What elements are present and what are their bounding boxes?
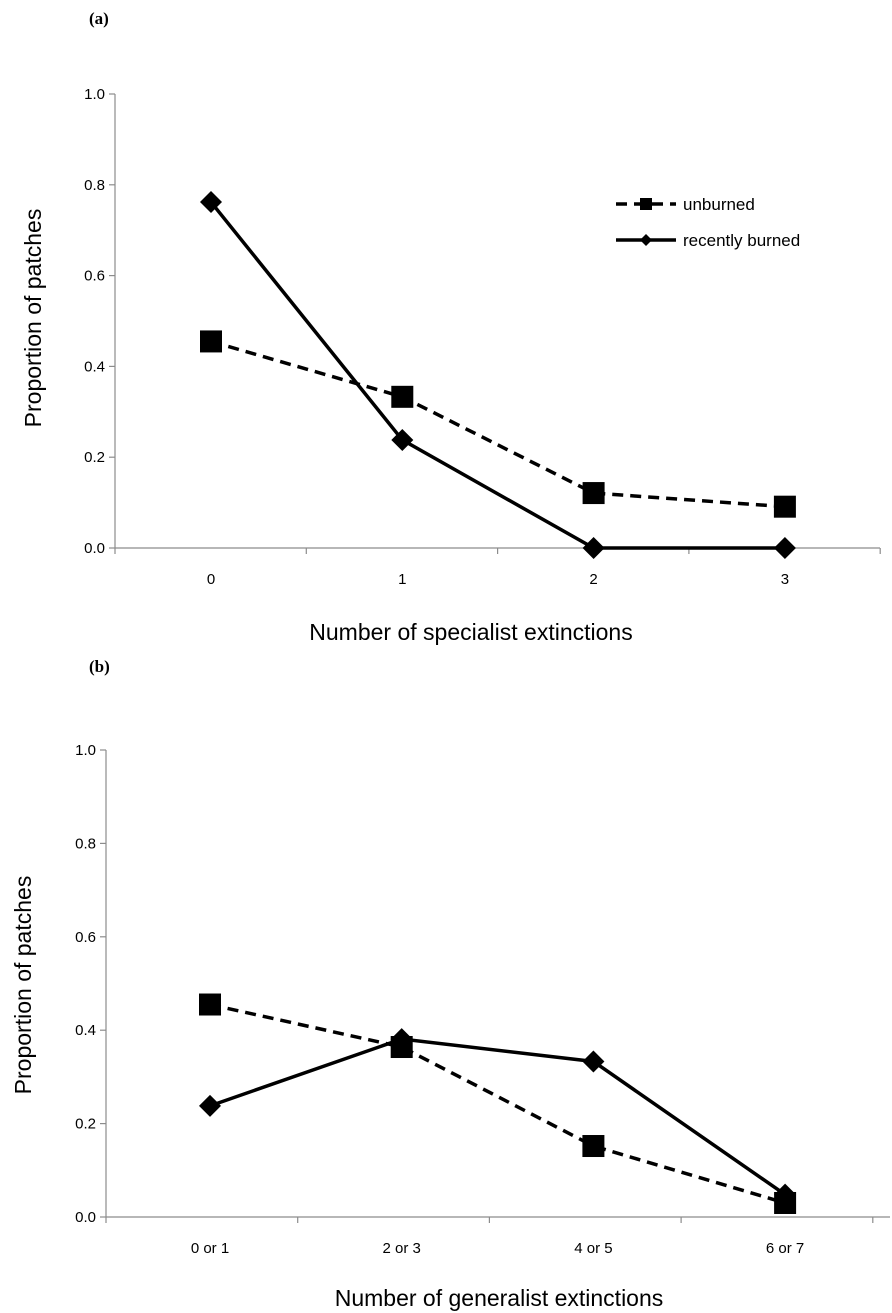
panel-b-point-unburned: [199, 993, 221, 1016]
panel-b-xtick-label: 0 or 1: [191, 1240, 229, 1257]
panel-a: (a) Proportion of patches 0.00.20.40.60.…: [20, 9, 881, 645]
panel-b-point-unburned: [582, 1135, 605, 1158]
panel-b-label: (b): [89, 657, 110, 676]
legend-item-unburned: unburned: [616, 195, 755, 214]
panel-b-ytick-label: 0.0: [75, 1209, 96, 1226]
panel-b-point-recently-burned: [582, 1050, 605, 1073]
legend-item-recently-burned: recently burned: [616, 231, 800, 250]
panel-a-point-recently-burned: [582, 537, 605, 559]
panel-a-point-unburned: [773, 495, 796, 518]
panel-b-ylabel: Proportion of patches: [10, 876, 36, 1095]
panel-a-ytick-label: 1.0: [84, 86, 105, 103]
panel-a-xlabel: Number of specialist extinctions: [309, 619, 632, 645]
legend-label-recently-burned: recently burned: [683, 231, 800, 250]
panel-a-point-recently-burned: [391, 428, 414, 451]
panel-a-plot: 0.0 0.2 0.4 0.6 0.8 1.0 0 1 2 3: [84, 86, 881, 588]
panel-b-series-line-unburned: [209, 1002, 786, 1205]
panel-a-xtick-label: 2: [589, 571, 597, 588]
panel-a-xtick-label: 1: [398, 571, 406, 588]
panel-b-ytick-label: 0.8: [75, 835, 96, 852]
panel-a-legend: unburned recently burned: [616, 195, 800, 250]
panel-a-ylabel: Proportion of patches: [20, 209, 46, 428]
legend-marker-recently-burned: [640, 234, 652, 246]
panel-b-ytick-label: 1.0: [75, 742, 96, 759]
panel-a-series-line-unburned: [210, 339, 786, 509]
panel-b-xtick-label: 4 or 5: [574, 1240, 612, 1257]
panel-a-label: (a): [89, 9, 109, 28]
legend-marker-unburned: [640, 198, 652, 210]
panel-b-xlabel: Number of generalist extinctions: [335, 1285, 664, 1311]
legend-label-unburned: unburned: [683, 195, 755, 214]
panel-a-ytick-label: 0.4: [84, 358, 105, 375]
panel-b-point-recently-burned: [390, 1028, 413, 1051]
panel-b-xtick-label: 2 or 3: [383, 1240, 421, 1257]
panel-a-point-recently-burned: [200, 191, 222, 214]
panel-a-ytick-label: 0.8: [84, 177, 105, 194]
panel-a-point-unburned: [200, 330, 222, 353]
panel-b-series-line-recently-burned: [209, 1037, 787, 1197]
panel-a-ytick-label: 0.6: [84, 268, 105, 285]
panel-b-point-recently-burned: [199, 1094, 221, 1117]
panel-b-ytick-label: 0.6: [75, 929, 96, 946]
panel-b-ytick-label: 0.2: [75, 1116, 96, 1133]
panel-a-point-unburned: [582, 482, 605, 505]
panel-a-xtick-label: 0: [207, 571, 215, 588]
panel-b: (b) Proportion of patches 0.00.20.40.60.…: [10, 657, 890, 1311]
panel-a-point-unburned: [391, 385, 414, 408]
panel-a-ytick-label: 0.0: [84, 540, 105, 557]
panel-a-xtick-label: 3: [781, 571, 789, 588]
panel-b-ytick-label: 0.4: [75, 1022, 96, 1039]
panel-a-ytick-label: 0.2: [84, 449, 105, 466]
panel-b-plot: 0.0 0.2 0.4 0.6 0.8 1.0 0 or 1 2 or 3 4 or 5 6 or…: [75, 742, 890, 1257]
panel-b-xtick-label: 6 or 7: [766, 1240, 804, 1257]
panel-b-point-recently-burned: [774, 1183, 797, 1206]
panel-a-point-recently-burned: [773, 537, 796, 559]
panel-a-series-line-recently-burned: [209, 200, 785, 550]
